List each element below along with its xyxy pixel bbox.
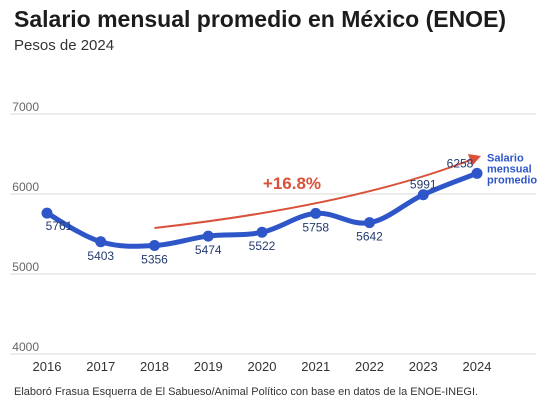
data-label: 5356 (141, 253, 168, 267)
x-tick-label: 2024 (463, 359, 492, 374)
chart-subtitle: Pesos de 2024 (14, 37, 115, 54)
series-name-label: Salario mensual promedio (487, 152, 537, 186)
y-tick-label: 4000 (12, 340, 39, 354)
data-point (417, 189, 429, 201)
x-tick-label: 2021 (301, 359, 330, 374)
x-tick-label: 2018 (140, 359, 169, 374)
data-label: 5403 (87, 249, 114, 263)
y-tick-label: 7000 (12, 100, 39, 114)
growth-annotation: +16.8% (263, 174, 321, 193)
data-label: 5474 (195, 243, 222, 257)
data-point (202, 230, 214, 242)
x-tick-label: 2022 (355, 359, 384, 374)
data-label: 5642 (356, 230, 383, 244)
x-tick-label: 2023 (409, 359, 438, 374)
data-point (256, 226, 268, 238)
trend-arrow-line (154, 158, 474, 229)
x-tick-label: 2019 (194, 359, 223, 374)
data-point (471, 167, 483, 179)
x-tick-label: 2017 (86, 359, 115, 374)
chart-title: Salario mensual promedio en México (ENOE… (14, 6, 507, 32)
data-point (364, 217, 375, 229)
y-tick-label: 6000 (12, 180, 39, 194)
data-point (310, 207, 322, 219)
data-point (149, 240, 160, 252)
data-point (41, 207, 53, 219)
data-label: 5761 (46, 219, 73, 233)
x-tick-label: 2016 (33, 359, 62, 374)
source-note: Elaboró Frasua Esquerra de El Sabueso/An… (14, 386, 479, 398)
data-label: 5758 (302, 220, 329, 234)
x-tick-label: 2020 (248, 359, 277, 374)
data-label: 5522 (249, 239, 276, 253)
y-tick-label: 5000 (12, 260, 39, 274)
data-label: 5991 (410, 178, 437, 192)
data-label: 6258 (447, 156, 474, 170)
trend-arrow-head (468, 154, 481, 166)
data-point (95, 236, 107, 248)
